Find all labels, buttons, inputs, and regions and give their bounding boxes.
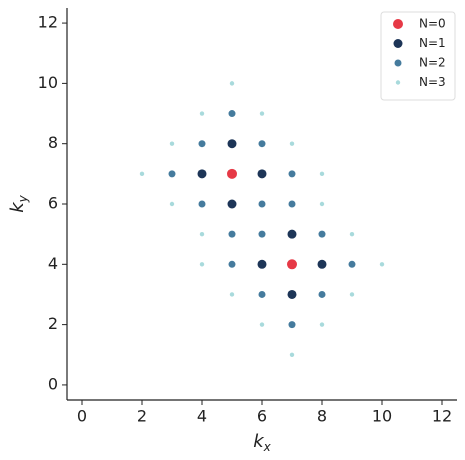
- point: [198, 140, 206, 148]
- point: [227, 139, 237, 149]
- point: [318, 290, 326, 298]
- point: [258, 290, 266, 298]
- point: [169, 201, 175, 207]
- y-tick-label: 12: [38, 13, 58, 32]
- y-axis-label-symbol: k: [7, 201, 28, 213]
- legend-label: N=1: [419, 36, 446, 50]
- y-tick-label: 10: [38, 73, 58, 92]
- point: [139, 171, 145, 177]
- legend-label: N=2: [419, 56, 446, 70]
- point: [288, 321, 296, 329]
- point: [257, 169, 267, 179]
- legend-label: N=3: [419, 75, 446, 89]
- point: [259, 322, 265, 327]
- point: [348, 260, 356, 268]
- point: [287, 259, 297, 270]
- point: [379, 262, 385, 267]
- point: [257, 259, 267, 269]
- y-tick-label: 6: [48, 194, 58, 213]
- point: [199, 231, 205, 237]
- point: [319, 171, 325, 177]
- y-tick-label: 8: [48, 133, 58, 152]
- point: [259, 111, 265, 116]
- x-tick-label: 8: [317, 407, 327, 426]
- legend-marker: [394, 59, 402, 67]
- x-axis-label: kx: [253, 431, 271, 454]
- point: [319, 322, 325, 327]
- point: [258, 230, 266, 238]
- point: [197, 169, 207, 179]
- point: [229, 81, 235, 86]
- x-tick-label: 10: [372, 407, 392, 426]
- point: [198, 200, 206, 208]
- legend-box: [380, 11, 456, 101]
- point: [199, 111, 205, 116]
- point: [199, 262, 205, 267]
- x-axis-label-symbol: k: [253, 431, 265, 452]
- point: [288, 170, 296, 178]
- legend-marker: [395, 80, 401, 85]
- point: [258, 200, 266, 208]
- x-axis-label-subscript: x: [263, 440, 272, 454]
- point: [349, 292, 355, 297]
- x-tick-label: 0: [77, 407, 87, 426]
- point: [289, 141, 295, 146]
- x-tick-label: 2: [137, 407, 147, 426]
- point: [169, 141, 175, 146]
- point: [227, 199, 237, 209]
- y-tick-label: 2: [48, 314, 58, 333]
- point: [228, 230, 236, 238]
- y-axis-label-subscript: y: [16, 194, 30, 203]
- point: [287, 289, 297, 299]
- y-tick-label: 4: [48, 254, 58, 273]
- point: [287, 229, 297, 239]
- point: [228, 110, 236, 118]
- x-tick-label: 12: [432, 407, 452, 426]
- point: [318, 230, 326, 238]
- point: [288, 200, 296, 208]
- y-tick-label: 0: [48, 374, 58, 393]
- legend-marker: [393, 19, 403, 29]
- point: [168, 170, 176, 178]
- point: [229, 292, 235, 297]
- point: [289, 352, 295, 357]
- point: [258, 140, 266, 148]
- x-tick-label: 4: [197, 407, 207, 426]
- x-tick-label: 6: [257, 407, 267, 426]
- legend-marker: [393, 39, 403, 48]
- point: [317, 259, 327, 269]
- point: [228, 260, 236, 268]
- legend-label: N=0: [419, 17, 446, 31]
- y-axis-label: ky: [7, 194, 30, 212]
- point: [319, 201, 325, 207]
- point: [349, 231, 355, 237]
- point: [227, 168, 237, 179]
